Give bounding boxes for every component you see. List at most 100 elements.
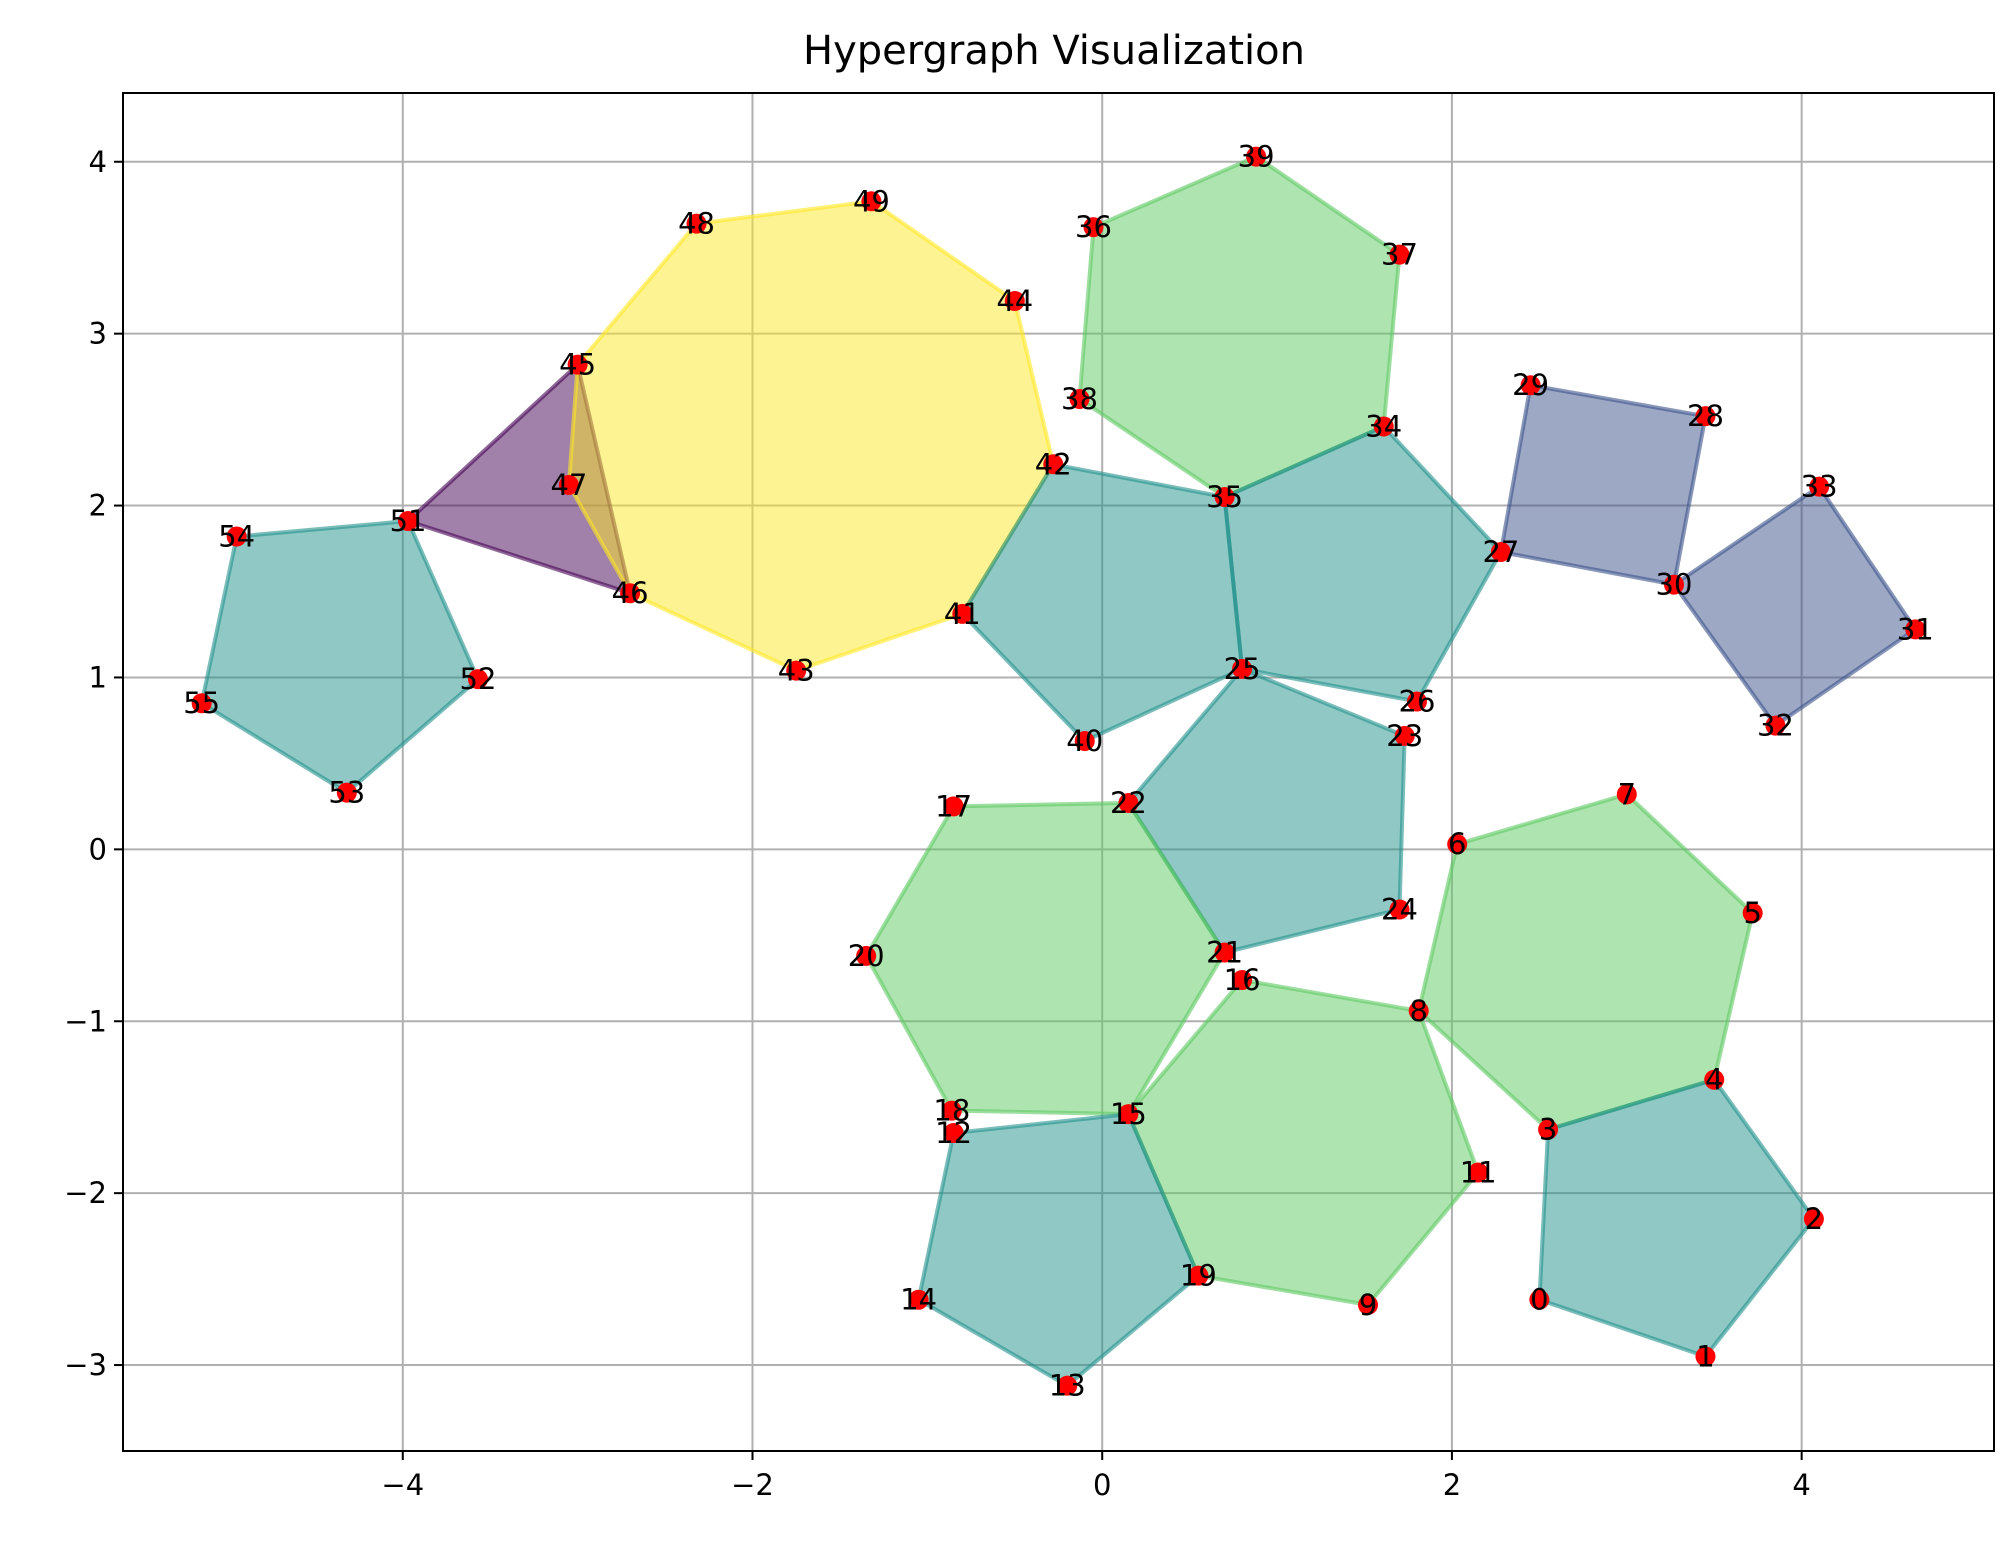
hyperedge-polygon bbox=[1222, 424, 1503, 704]
node-label: 32 bbox=[1757, 709, 1794, 743]
node-label: 11 bbox=[1460, 1156, 1497, 1190]
y-tick-label: −2 bbox=[64, 1176, 107, 1210]
node-point bbox=[1520, 375, 1541, 396]
node-point bbox=[226, 526, 247, 547]
node-point bbox=[1389, 244, 1410, 265]
node-label: 35 bbox=[1206, 480, 1243, 514]
node-point bbox=[1394, 725, 1415, 746]
node-label: 41 bbox=[944, 597, 981, 631]
node-label: 24 bbox=[1381, 893, 1418, 927]
node-point bbox=[952, 603, 973, 624]
chart-title: Hypergraph Visualization bbox=[803, 28, 1305, 74]
node-point bbox=[1529, 1289, 1550, 1310]
node-point bbox=[558, 474, 579, 495]
hyperedge-polygon bbox=[199, 519, 480, 795]
node-label: 31 bbox=[1897, 612, 1934, 646]
node-label: 1 bbox=[1696, 1339, 1714, 1373]
y-tick-label: 1 bbox=[89, 660, 107, 694]
x-tick-label: 4 bbox=[1792, 1468, 1810, 1502]
node-point bbox=[1695, 1346, 1716, 1367]
y-tick-label: −1 bbox=[64, 1004, 107, 1038]
y-tick-label: 2 bbox=[89, 489, 107, 523]
node-point bbox=[1406, 691, 1427, 712]
node-label: 52 bbox=[460, 662, 497, 696]
node-point bbox=[686, 213, 707, 234]
y-tick-label: 4 bbox=[89, 145, 107, 179]
node-label: 6 bbox=[1448, 827, 1466, 861]
x-tick-label: −2 bbox=[731, 1468, 774, 1502]
node-point bbox=[1742, 902, 1763, 923]
node-label: 22 bbox=[1110, 786, 1147, 820]
node-label: 14 bbox=[900, 1283, 937, 1317]
node-point bbox=[191, 693, 212, 714]
x-tick-label: −4 bbox=[381, 1468, 424, 1502]
node-point bbox=[1616, 784, 1637, 805]
x-tick-label: 0 bbox=[1093, 1468, 1111, 1502]
node-point bbox=[1408, 1000, 1429, 1021]
node-point bbox=[1214, 486, 1235, 507]
hyperedge-polygon bbox=[916, 1112, 1201, 1388]
node-point bbox=[1664, 574, 1685, 595]
node-label: 17 bbox=[935, 789, 972, 823]
node-label: 34 bbox=[1365, 409, 1402, 443]
node-point bbox=[1069, 388, 1090, 409]
node-point bbox=[1188, 1265, 1209, 1286]
node-point bbox=[941, 1100, 962, 1121]
node-point bbox=[1704, 1069, 1725, 1090]
node-point bbox=[1118, 792, 1139, 813]
node-point bbox=[1214, 942, 1235, 963]
node-label: 9 bbox=[1359, 1288, 1377, 1322]
node-point bbox=[786, 660, 807, 681]
node-point bbox=[620, 583, 641, 604]
x-tick-label: 2 bbox=[1443, 1468, 1461, 1502]
node-label: 51 bbox=[390, 504, 427, 538]
node-label: 48 bbox=[678, 207, 715, 241]
hyperedge-polygon bbox=[960, 462, 1245, 744]
hyperedge-polygon bbox=[1498, 383, 1708, 587]
node-point bbox=[1246, 146, 1267, 167]
node-point bbox=[1043, 454, 1064, 475]
node-point bbox=[908, 1289, 929, 1310]
node-label: 20 bbox=[848, 939, 885, 973]
node-point bbox=[943, 796, 964, 817]
node-label: 46 bbox=[612, 576, 649, 610]
node-label: 8 bbox=[1409, 994, 1427, 1028]
node-label: 12 bbox=[935, 1116, 972, 1150]
hyperedge-polygon bbox=[1537, 1077, 1816, 1359]
y-tick-label: 3 bbox=[89, 317, 107, 351]
node-label: 19 bbox=[1180, 1259, 1217, 1293]
node-point bbox=[1004, 290, 1025, 311]
node-label: 23 bbox=[1386, 719, 1423, 753]
node-point bbox=[861, 191, 882, 212]
y-tick-label: 0 bbox=[89, 832, 107, 866]
hyperedges bbox=[199, 154, 1918, 1388]
node-label: 37 bbox=[1381, 238, 1418, 272]
node-label: 28 bbox=[1687, 399, 1724, 433]
node-label: 49 bbox=[853, 184, 890, 218]
node-label: 18 bbox=[933, 1094, 970, 1128]
axes-frame bbox=[122, 92, 1995, 1452]
node-point bbox=[1538, 1119, 1559, 1140]
node-point bbox=[1074, 731, 1095, 752]
node-point bbox=[1468, 1162, 1489, 1183]
node-label: 42 bbox=[1035, 447, 1072, 481]
node-label: 39 bbox=[1238, 140, 1275, 174]
node-label: 21 bbox=[1206, 935, 1243, 969]
node-point bbox=[398, 511, 419, 532]
node-label: 45 bbox=[559, 348, 596, 382]
node-label: 2 bbox=[1805, 1202, 1823, 1236]
node-point bbox=[1447, 834, 1468, 855]
node-label: 26 bbox=[1399, 685, 1436, 719]
node-point bbox=[856, 945, 877, 966]
node-label: 36 bbox=[1075, 210, 1112, 244]
node-label: 3 bbox=[1539, 1113, 1557, 1147]
node-label: 7 bbox=[1618, 777, 1636, 811]
node-point bbox=[1083, 217, 1104, 238]
node-point bbox=[1232, 658, 1253, 679]
y-tick-label: −3 bbox=[64, 1348, 107, 1382]
node-label: 13 bbox=[1049, 1369, 1086, 1403]
node-label: 33 bbox=[1801, 470, 1838, 504]
